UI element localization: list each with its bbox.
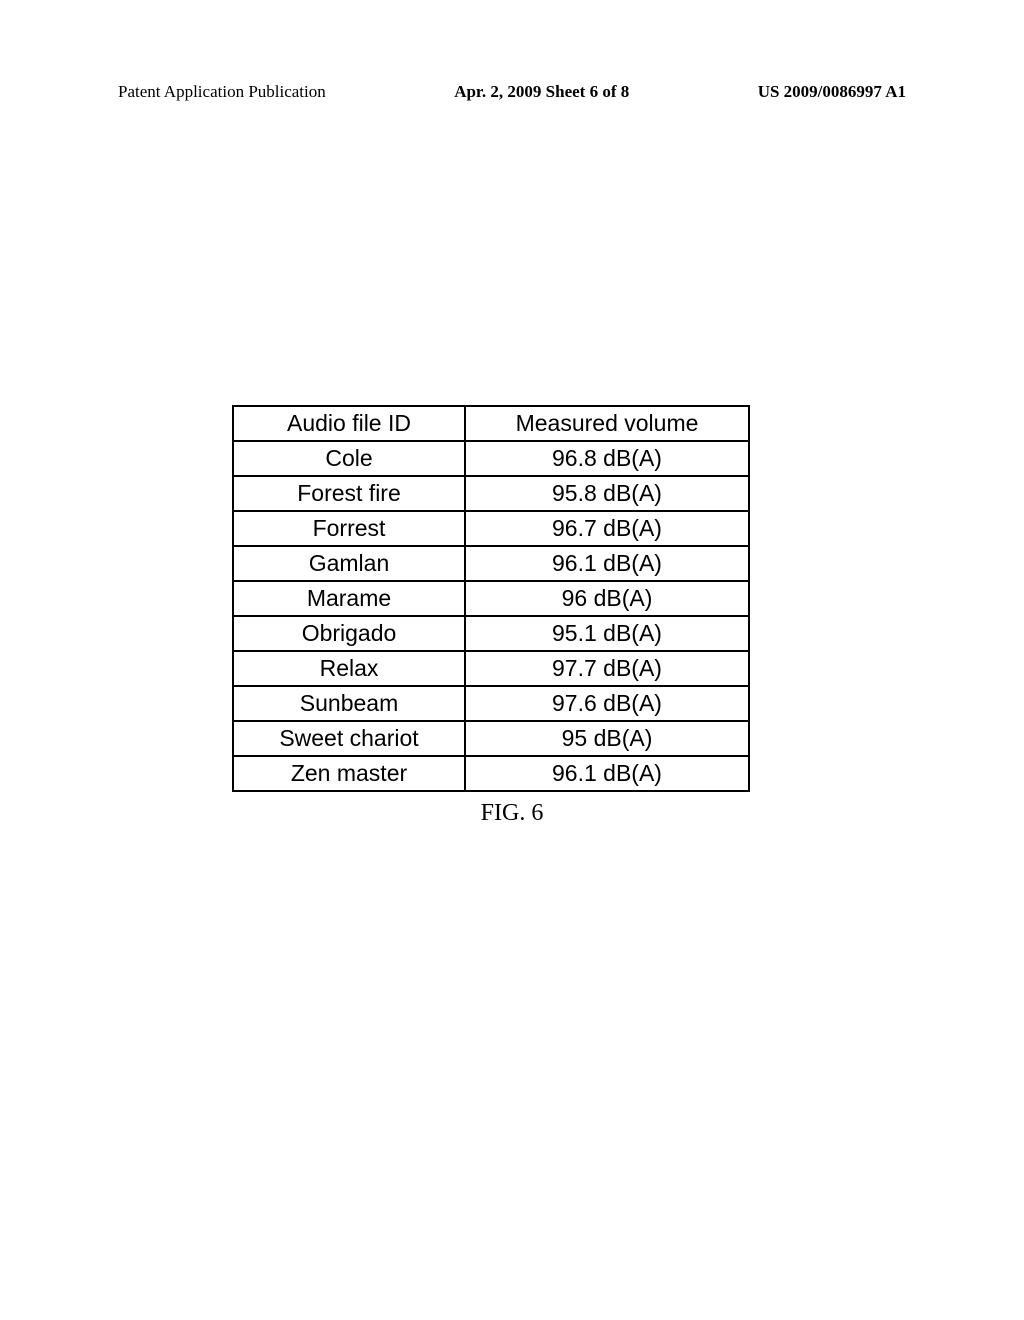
header-patent-number: US 2009/0086997 A1 — [758, 82, 906, 102]
table-row: Relax 97.7 dB(A) — [233, 651, 749, 686]
column-header-id: Audio file ID — [233, 406, 465, 441]
table-row: Marame 96 dB(A) — [233, 581, 749, 616]
header-date-sheet: Apr. 2, 2009 Sheet 6 of 8 — [454, 82, 629, 102]
table-row: Forrest 96.7 dB(A) — [233, 511, 749, 546]
cell-volume: 97.7 dB(A) — [465, 651, 749, 686]
cell-audio-id: Forrest — [233, 511, 465, 546]
table-row: Sunbeam 97.6 dB(A) — [233, 686, 749, 721]
cell-audio-id: Obrigado — [233, 616, 465, 651]
table-row: Zen master 96.1 dB(A) — [233, 756, 749, 791]
cell-volume: 97.6 dB(A) — [465, 686, 749, 721]
cell-audio-id: Gamlan — [233, 546, 465, 581]
cell-volume: 96.7 dB(A) — [465, 511, 749, 546]
cell-volume: 96.1 dB(A) — [465, 756, 749, 791]
cell-volume: 95.8 dB(A) — [465, 476, 749, 511]
cell-audio-id: Relax — [233, 651, 465, 686]
page-header: Patent Application Publication Apr. 2, 2… — [118, 82, 906, 102]
cell-volume: 96.8 dB(A) — [465, 441, 749, 476]
header-publication-label: Patent Application Publication — [118, 82, 326, 102]
table-row: Cole 96.8 dB(A) — [233, 441, 749, 476]
cell-audio-id: Marame — [233, 581, 465, 616]
table-row: Obrigado 95.1 dB(A) — [233, 616, 749, 651]
cell-audio-id: Sunbeam — [233, 686, 465, 721]
figure-caption: FIG. 6 — [0, 800, 1024, 827]
table-row: Forest fire 95.8 dB(A) — [233, 476, 749, 511]
cell-audio-id: Forest fire — [233, 476, 465, 511]
table-row: Gamlan 96.1 dB(A) — [233, 546, 749, 581]
table-header-row: Audio file ID Measured volume — [233, 406, 749, 441]
cell-volume: 95 dB(A) — [465, 721, 749, 756]
table-row: Sweet chariot 95 dB(A) — [233, 721, 749, 756]
column-header-volume: Measured volume — [465, 406, 749, 441]
cell-audio-id: Zen master — [233, 756, 465, 791]
cell-volume: 96.1 dB(A) — [465, 546, 749, 581]
cell-audio-id: Cole — [233, 441, 465, 476]
audio-volume-table: Audio file ID Measured volume Cole 96.8 … — [232, 405, 750, 792]
cell-volume: 96 dB(A) — [465, 581, 749, 616]
cell-audio-id: Sweet chariot — [233, 721, 465, 756]
cell-volume: 95.1 dB(A) — [465, 616, 749, 651]
